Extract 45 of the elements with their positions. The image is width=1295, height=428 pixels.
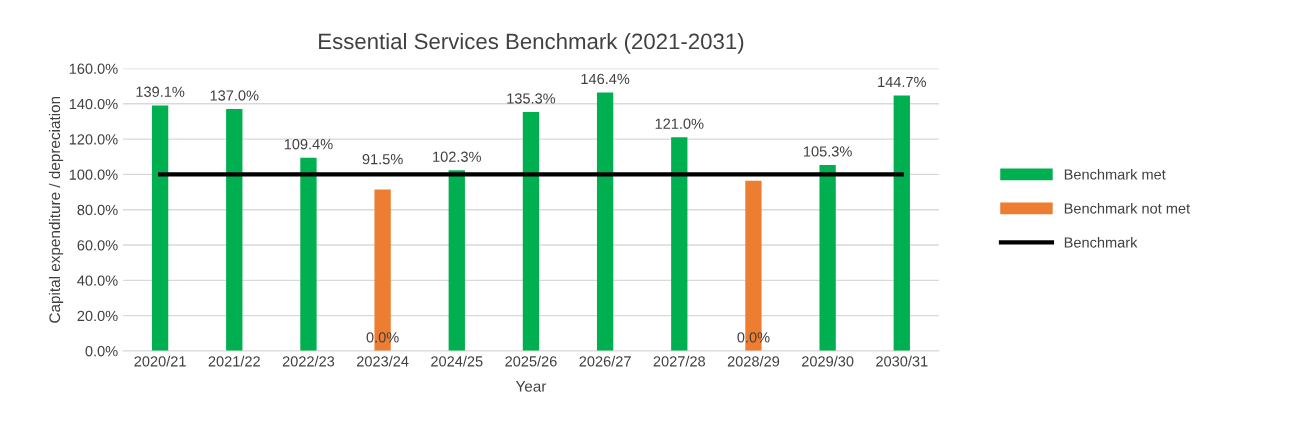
legend-label: Benchmark met — [1064, 168, 1166, 180]
x-tick-label: 2025/26 — [505, 355, 557, 367]
y-tick-label: 20.0% — [77, 310, 118, 322]
bar — [300, 157, 317, 351]
data-label: 146.4% — [581, 73, 630, 85]
bar — [819, 165, 836, 351]
y-tick-label: 80.0% — [77, 204, 118, 216]
y-tick-label: 0.0% — [85, 346, 118, 357]
data-label: 121.0% — [655, 118, 704, 129]
data-label: 139.1% — [136, 86, 185, 97]
bar — [226, 109, 243, 351]
data-label: 135.3% — [507, 93, 556, 104]
x-tick-label: 2027/28 — [653, 355, 706, 367]
legend-label: Benchmark — [1064, 236, 1138, 248]
chart-title: Essential Services Benchmark (2021-2031) — [319, 32, 744, 54]
bar — [893, 95, 910, 351]
x-tick-label: 2030/31 — [876, 355, 928, 367]
x-tick-label: 2029/30 — [802, 355, 854, 367]
y-tick-label: 60.0% — [77, 240, 118, 251]
y-axis-title: Capital expenditure / depreciation — [48, 96, 64, 323]
legend-label: Benchmark not met — [1064, 202, 1190, 214]
data-label: 91.5% — [362, 153, 403, 165]
data-label: 102.3% — [433, 151, 481, 162]
bar — [522, 112, 540, 351]
x-tick-label: 2020/21 — [134, 355, 186, 367]
x-tick-label: 2026/27 — [579, 355, 631, 367]
bar — [448, 170, 465, 351]
y-tick-label: 100.0% — [69, 169, 118, 180]
x-axis-title: Year — [515, 381, 547, 392]
x-tick-label: 2022/23 — [282, 355, 335, 367]
x-tick-label: 2021/22 — [208, 355, 260, 367]
data-label: 105.3% — [804, 146, 852, 157]
y-tick-label: 120.0% — [69, 134, 118, 145]
bar — [671, 137, 688, 351]
bar — [151, 105, 169, 351]
data-label: 137.0% — [210, 90, 259, 101]
x-tick-label: 2024/25 — [431, 355, 483, 367]
y-tick-label: 160.0% — [69, 63, 118, 74]
data-label: 109.4% — [284, 139, 333, 150]
bar — [596, 92, 614, 351]
y-tick-label: 40.0% — [77, 275, 118, 286]
x-tick-label: 2028/29 — [727, 355, 780, 367]
y-tick-label: 140.0% — [69, 98, 118, 110]
data-label: 144.7% — [878, 76, 926, 87]
x-tick-label: 2023/24 — [356, 355, 409, 367]
